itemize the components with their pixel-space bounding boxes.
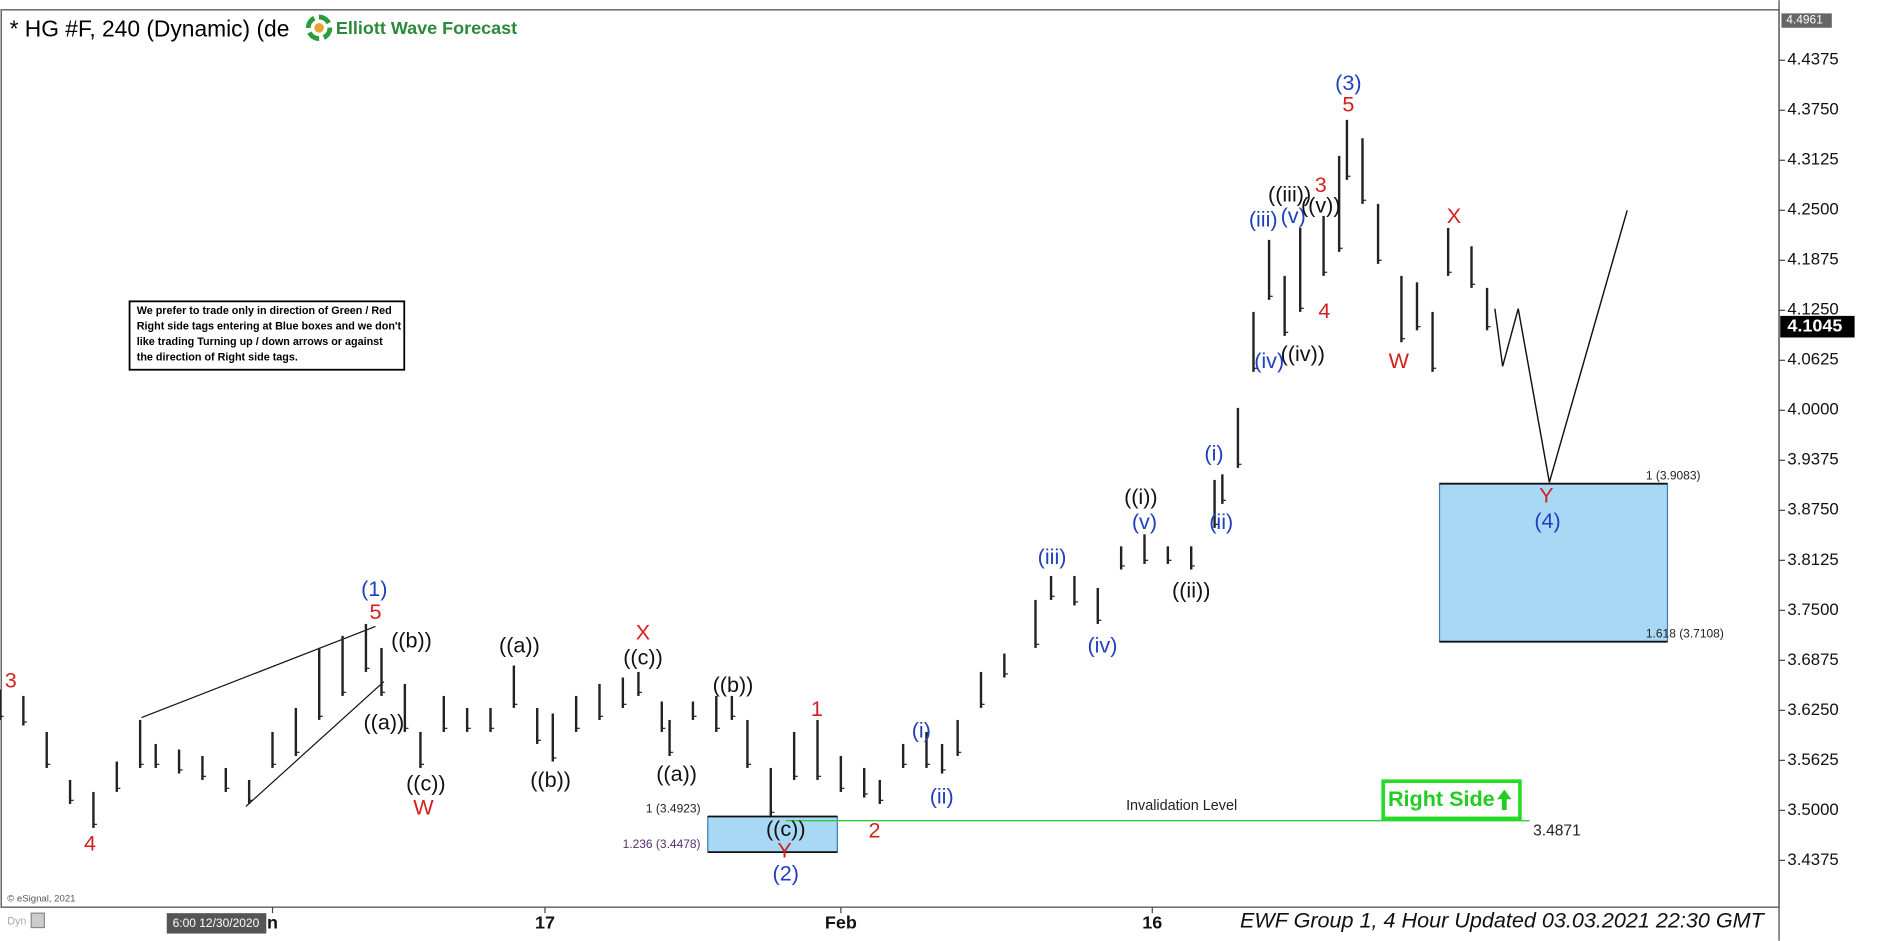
wave-label: (ii)	[1209, 509, 1233, 534]
wave-label: (v)	[1132, 509, 1157, 534]
wave-label: ((b))	[713, 672, 754, 697]
high-price-label: 4.4961	[1786, 13, 1823, 27]
wave-label: 4	[1318, 298, 1330, 323]
footer: EWF Group 1, 4 Hour Updated 03.03.2021 2…	[1240, 907, 1766, 932]
notice-line: Right side tags entering at Blue boxes a…	[137, 320, 402, 332]
wave-label: ((c))	[406, 771, 446, 796]
y-tick-label: 3.6250	[1787, 700, 1838, 719]
chart-title: * HG #F, 240 (Dynamic) (de	[10, 15, 290, 41]
wave-label: ((v))	[1301, 192, 1341, 217]
wedge-line	[245, 681, 385, 807]
wave-label: ((i))	[1124, 484, 1158, 509]
wave-label: X	[636, 619, 650, 644]
wave-label: ((c))	[623, 645, 663, 670]
invalidation-value: 3.4871	[1533, 823, 1581, 840]
x-tick-label: Feb	[825, 913, 857, 933]
wave-label: ((a))	[364, 709, 405, 734]
last-price-box	[1780, 315, 1855, 338]
wave-label: (iii)	[1038, 544, 1067, 569]
notice-box	[128, 300, 406, 371]
y-tick-label: 3.5625	[1787, 750, 1838, 769]
y-tick-label: 3.8750	[1787, 500, 1838, 519]
wedge-line	[141, 625, 376, 719]
last-price-label: 4.1045	[1787, 315, 1842, 335]
right-side-label: Right Side	[1388, 786, 1495, 811]
wave-label: (4)	[1534, 508, 1560, 533]
y-tick-label: 3.9375	[1787, 450, 1838, 469]
notice-line: the direction of Right side tags.	[137, 352, 298, 364]
wave-label: Y	[777, 838, 791, 863]
wave-label: 3	[1315, 172, 1327, 197]
y-tick-label: 4.4375	[1787, 50, 1838, 69]
wave-label: (i)	[1204, 441, 1223, 466]
wave-label: ((c))	[766, 816, 806, 841]
wave-label: 5	[369, 599, 381, 624]
wave-label: ((b))	[530, 767, 571, 792]
wave-label: 1	[811, 696, 823, 721]
y-tick-label: 3.7500	[1787, 600, 1838, 619]
dyn-label: Dyn	[7, 915, 26, 927]
notice-line: like trading Turning up / down arrows or…	[137, 336, 383, 348]
logo-bg	[304, 12, 533, 44]
y-tick-label: 4.2500	[1787, 200, 1838, 219]
wave-label: (i)	[912, 718, 931, 743]
y-tick-label: 4.1250	[1787, 300, 1838, 319]
wave-label: 4	[84, 830, 96, 855]
zone-bottom-label: 1.236 (3.4478)	[623, 837, 701, 851]
projection-path	[1494, 210, 1628, 483]
wave-label: ((a))	[656, 761, 697, 786]
wave-label: (1)	[361, 576, 387, 601]
wave-label: Y	[1539, 483, 1553, 508]
wave-label: 3	[5, 667, 17, 692]
wave-label: X	[1447, 203, 1461, 228]
zone-bottom-label: 1.618 (3.7108)	[1646, 627, 1724, 641]
dyn-icon	[30, 912, 45, 929]
logo-icon	[305, 14, 333, 42]
wave-label: ((a))	[499, 633, 540, 658]
logo-icon-center	[314, 23, 324, 33]
y-tick-label: 3.6875	[1787, 650, 1838, 669]
wave-label: (ii)	[930, 784, 954, 809]
logo-text: Elliott Wave Forecast	[336, 18, 517, 38]
wave-label: (v)	[1281, 203, 1306, 228]
wave-label: (iv)	[1254, 348, 1284, 373]
y-tick-label: 3.8125	[1787, 550, 1838, 569]
high-price-box	[1781, 13, 1832, 28]
x-tick-label: n	[267, 913, 278, 933]
wave-label: (iii)	[1249, 207, 1278, 232]
y-tick-label: 3.5000	[1787, 800, 1838, 819]
notice-line: We prefer to trade only in direction of …	[137, 305, 392, 317]
wave-label: 5	[1342, 92, 1354, 117]
wave-label: 2	[869, 817, 881, 842]
wave-label: ((iii))	[1268, 181, 1311, 206]
cursor-time-box	[166, 913, 267, 934]
y-tick-label: 4.3125	[1787, 150, 1838, 169]
wave-label: W	[1389, 348, 1410, 373]
right-side-arrow	[1497, 789, 1512, 810]
y-tick-label: 4.0625	[1787, 350, 1838, 369]
right-side-box	[1381, 779, 1522, 821]
invalidation-label: Invalidation Level	[1126, 798, 1237, 814]
wave-label: (iv)	[1087, 633, 1117, 658]
wave-label: W	[413, 794, 434, 819]
y-tick-label: 4.1875	[1787, 250, 1838, 269]
y-tick-label: 4.0000	[1787, 400, 1838, 419]
x-tick-label: 16	[1142, 913, 1162, 933]
y-tick-label: 4.3750	[1787, 100, 1838, 119]
wave-label: ((iv))	[1281, 341, 1325, 366]
zone-top-label: 1 (3.4923)	[646, 801, 701, 815]
wave-label: ((ii))	[1172, 577, 1210, 602]
x-tick-label: 17	[535, 913, 555, 933]
watermark: © eSignal, 2021	[7, 893, 75, 904]
y-tick-label: 3.4375	[1787, 850, 1838, 869]
wave-label: (2)	[773, 860, 799, 885]
zone-top-label: 1 (3.9083)	[1646, 469, 1701, 483]
cursor-time: 6:00 12/30/2020	[173, 916, 260, 930]
wave-label: ((b))	[391, 628, 432, 653]
wave-label: (3)	[1335, 70, 1361, 95]
